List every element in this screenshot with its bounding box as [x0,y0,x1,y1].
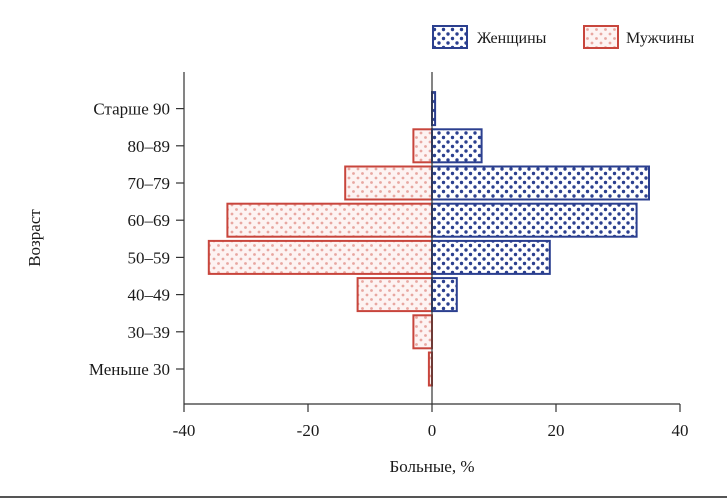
x-tick-label: 40 [672,421,689,440]
x-tick-label: -40 [173,421,196,440]
legend: Женщины Мужчины [432,25,694,49]
bar-women [431,202,638,238]
legend-swatch-women [432,25,468,49]
bar-women [431,128,483,164]
y-axis-title: Возраст [25,209,44,267]
x-axis-title: Больные, % [390,457,475,476]
x-tick-label: 0 [428,421,437,440]
y-tick-label: 50–59 [128,248,171,267]
y-tick-label: 30–39 [128,323,171,342]
series-women-bars [431,91,650,313]
y-tick-label: 70–79 [128,174,171,193]
bar-women [431,165,650,201]
legend-swatch-men [583,25,619,49]
bar-men [412,128,433,164]
bar-men [412,314,433,350]
legend-label-women: Женщины [477,30,547,47]
bar-women [431,277,458,313]
y-tick-label: Меньше 30 [89,360,170,379]
bottom-divider [0,496,727,498]
bar-men [356,277,434,313]
bar-men [344,165,434,201]
y-tick-label: 40–49 [128,286,171,305]
x-tick-label: 20 [548,421,565,440]
y-axis-ticks: Старше 90 80–89 70–79 60–69 50–59 40–49 30–39 М… [89,100,184,379]
legend-label-men: Мужчины [626,30,694,47]
series-men-bars [207,128,434,387]
bar-women [431,239,551,275]
x-axis-ticks: -40 -20 0 20 40 [173,404,689,440]
x-tick-label: -20 [297,421,320,440]
y-tick-label: 60–69 [128,211,171,230]
bar-men [226,202,433,238]
bar-men [207,239,433,275]
y-tick-label: Старше 90 [93,100,170,119]
y-tick-label: 80–89 [128,137,171,156]
